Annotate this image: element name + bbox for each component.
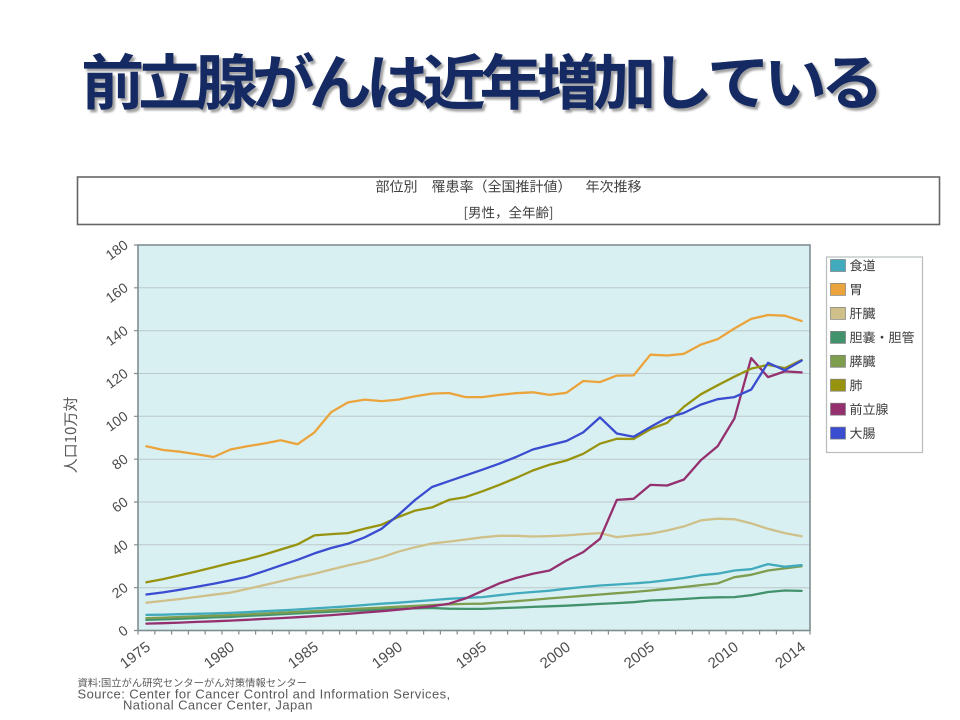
svg-text:National Cancer Center, Japan: National Cancer Center, Japan bbox=[123, 698, 313, 713]
svg-text:Source: Center for Cancer Cont: Source: Center for Cancer Control and In… bbox=[78, 687, 451, 702]
